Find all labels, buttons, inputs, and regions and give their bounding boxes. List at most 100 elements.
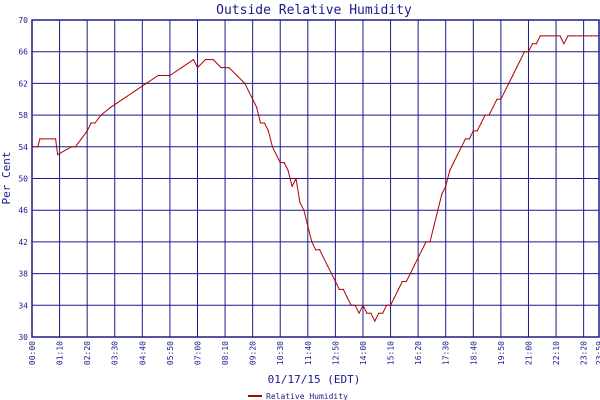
x-tick-label: 04:40 [138,341,147,365]
data-point [370,312,372,314]
y-tick-label: 58 [18,111,28,120]
data-point [374,320,376,322]
data-point [583,35,585,37]
data-point [283,162,285,164]
x-tick-label: 00:00 [28,341,37,365]
x-tick-label: 18:40 [469,341,478,365]
data-point [346,296,348,298]
data-point [575,35,577,37]
x-tick-label: 01:10 [56,341,65,365]
data-point [212,59,214,61]
data-point [531,43,534,45]
data-point [453,162,455,164]
x-tick-label: 03:30 [111,341,120,365]
data-point [319,249,321,251]
data-point [122,98,124,100]
data-point [527,51,530,53]
data-point [480,122,482,124]
data-point [228,67,230,69]
data-point [543,35,545,37]
data-point [267,130,269,132]
data-point [535,43,538,45]
data-point [90,122,92,124]
data-point [100,114,102,116]
x-tick-label: 10:30 [276,341,285,365]
data-point [311,241,313,243]
data-point [326,265,329,267]
data-point [80,138,82,140]
data-point [523,51,526,53]
data-point [181,67,183,69]
x-axis-ticks: 00:00 01:10 02:20 03:30 04:40 05:50 07:00 08:10… [28,341,600,365]
data-point [571,35,573,37]
data-point [587,35,589,37]
data-point [425,241,427,243]
data-point [279,162,281,164]
x-tick-label: 23:20 [580,341,589,365]
legend: Relative Humidity [248,392,348,400]
chart-title: Outside Relative Humidity [216,3,412,18]
data-point [354,304,356,306]
data-point [110,106,112,108]
data-point [39,138,41,140]
data-point [464,138,466,140]
data-point [429,241,431,243]
y-tick-label: 38 [18,270,28,279]
data-point [362,304,364,306]
x-tick-label: 09:20 [249,341,258,365]
x-tick-label: 05:50 [166,341,175,365]
data-point [386,304,388,306]
data-point [342,288,344,290]
data-point [307,225,309,227]
x-tick-label: 02:20 [83,341,92,365]
data-point [594,35,597,37]
y-tick-label: 54 [18,143,28,152]
y-tick-label: 30 [18,333,28,342]
data-point [555,35,557,37]
data-point [271,146,273,148]
data-point [192,59,195,61]
data-point [559,35,561,37]
y-axis-ticks: 30 34 38 42 46 50 54 58 62 66 70 [18,16,28,342]
data-point [382,312,384,314]
data-point [366,312,368,314]
data-point [94,122,96,124]
data-point [145,82,147,84]
data-point [291,185,293,187]
data-point [417,257,419,259]
y-axis-label: Per Cent [0,152,13,205]
data-point [496,98,498,100]
data-point [330,273,333,275]
x-tick-label: 17:30 [442,341,451,365]
data-point [334,280,336,283]
x-tick-label: 19:50 [497,341,506,365]
data-point [259,122,262,124]
data-point [37,146,39,148]
data-point [220,67,222,69]
data-point [484,114,486,116]
data-point [263,122,266,124]
data-point [445,185,447,187]
data-point [244,82,246,84]
x-tick-label: 11:40 [304,341,313,365]
data-point [55,138,57,140]
data-point [157,74,159,77]
data-point [437,209,439,211]
data-point [70,146,72,148]
data-point [275,154,277,156]
data-point [350,304,352,306]
data-point [248,90,250,92]
y-tick-label: 50 [18,175,28,184]
data-point [504,90,506,92]
data-point [516,67,518,69]
series-group [31,35,600,322]
data-point [500,98,502,100]
data-point [421,249,423,251]
data-point [551,35,553,37]
data-point [508,82,510,84]
data-point [512,74,514,77]
data-point [476,130,478,132]
data-point [390,304,392,306]
y-tick-label: 66 [18,48,28,57]
data-point [378,312,380,314]
